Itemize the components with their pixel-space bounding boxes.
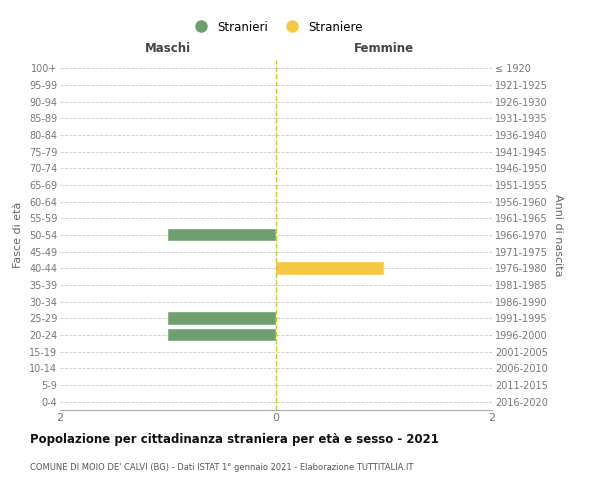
Legend: Stranieri, Straniere: Stranieri, Straniere: [184, 16, 368, 38]
Text: Popolazione per cittadinanza straniera per età e sesso - 2021: Popolazione per cittadinanza straniera p…: [30, 432, 439, 446]
Y-axis label: Fasce di età: Fasce di età: [13, 202, 23, 268]
Y-axis label: Anni di nascita: Anni di nascita: [553, 194, 563, 276]
Text: Maschi: Maschi: [145, 42, 191, 55]
Text: COMUNE DI MOIO DE' CALVI (BG) - Dati ISTAT 1° gennaio 2021 - Elaborazione TUTTIT: COMUNE DI MOIO DE' CALVI (BG) - Dati IST…: [30, 462, 413, 471]
Bar: [168, 329, 276, 341]
Text: Femmine: Femmine: [354, 42, 414, 55]
Bar: [168, 229, 276, 241]
Bar: [276, 262, 384, 274]
Bar: [168, 312, 276, 324]
